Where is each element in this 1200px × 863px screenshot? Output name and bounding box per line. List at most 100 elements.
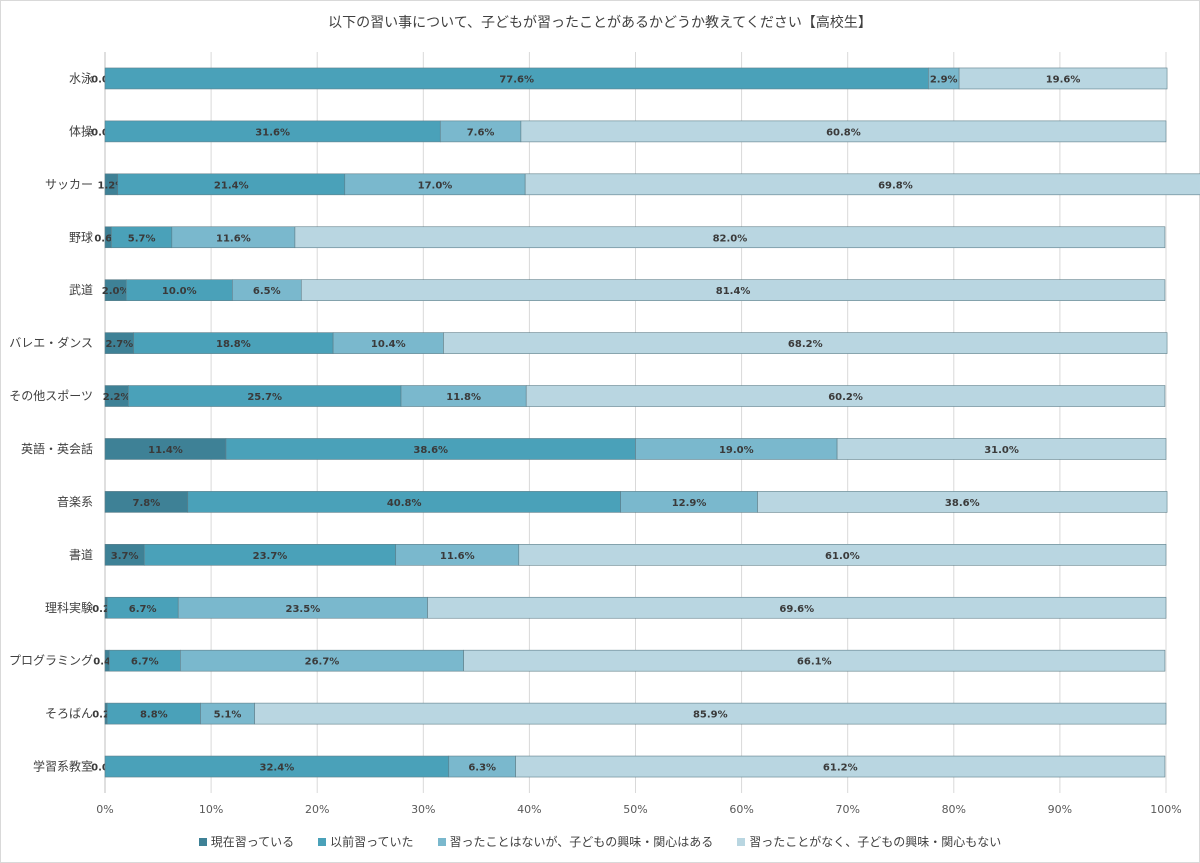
legend-item: 以前習っていた	[318, 833, 414, 850]
category-label: サッカー	[45, 177, 93, 191]
data-label: 6.7%	[131, 657, 159, 668]
legend-label: 以前習っていた	[330, 835, 414, 849]
bar-segment	[463, 649, 1166, 672]
data-label: 5.7%	[128, 233, 156, 244]
x-tick-label: 0%	[96, 803, 113, 816]
x-tick-label: 40%	[517, 803, 541, 816]
data-label: 61.0%	[825, 551, 860, 562]
data-label: 2.9%	[930, 74, 958, 85]
category-label: 体操	[69, 123, 93, 138]
x-tick-label: 70%	[835, 803, 859, 816]
x-tick-label: 30%	[411, 803, 435, 816]
chart-title: 以下の習い事について、子どもが習ったことがあるかどうか教えてください【高校生】	[328, 15, 872, 31]
category-label: 理科実験	[45, 600, 93, 615]
data-label: 60.8%	[826, 127, 861, 138]
data-label: 31.0%	[984, 445, 1019, 456]
category-label: 音楽系	[57, 494, 93, 509]
bar-segment	[836, 438, 1167, 460]
category-label: バレエ・ダンス	[9, 335, 93, 350]
bar-segment	[757, 491, 1168, 513]
data-label: 40.8%	[387, 498, 422, 509]
data-label: 6.3%	[468, 763, 496, 774]
data-label: 61.2%	[823, 763, 858, 774]
data-label: 32.4%	[260, 763, 295, 774]
bar-segment	[300, 279, 1166, 301]
data-label: 77.6%	[499, 74, 534, 85]
category-label: 武道	[69, 283, 93, 297]
data-label: 6.7%	[129, 604, 157, 615]
data-label: 3.7%	[111, 551, 139, 562]
bar-segment	[520, 120, 1167, 143]
chart-legend: 現在習っている 以前習っていた 習ったことはないが、子どもの興味・関心はある 習ったこ…	[0, 833, 1200, 850]
category-label: 書道	[69, 548, 93, 562]
bar-segment	[294, 226, 1166, 249]
data-label: 11.6%	[216, 233, 251, 244]
data-label: 68.2%	[788, 339, 823, 350]
bar-segment	[524, 173, 1200, 196]
category-label: プログラミング	[9, 654, 93, 668]
data-label: 23.5%	[286, 604, 321, 615]
data-label: 1.2%	[97, 180, 125, 191]
data-label: 25.7%	[247, 392, 282, 403]
bar-segment	[518, 544, 1167, 566]
legend-label: 習ったことはないが、子どもの興味・関心はある	[449, 835, 714, 849]
data-label: 26.7%	[305, 657, 340, 668]
data-label: 11.8%	[446, 392, 481, 403]
data-label: 2.2%	[103, 392, 131, 403]
data-label: 85.9%	[693, 710, 728, 721]
data-label: 66.1%	[797, 657, 832, 668]
x-tick-label: 90%	[1048, 803, 1072, 816]
data-label: 60.2%	[828, 392, 863, 403]
x-tick-label: 80%	[942, 803, 966, 816]
data-label: 2.0%	[102, 286, 130, 297]
data-label: 7.8%	[133, 498, 161, 509]
data-label: 82.0%	[713, 233, 748, 244]
data-label: 0.2%	[92, 710, 120, 721]
x-tick-label: 100%	[1150, 803, 1181, 816]
x-tick-label: 20%	[305, 803, 329, 816]
legend-swatch	[437, 838, 446, 846]
data-label: 8.8%	[140, 710, 168, 721]
data-label: 6.5%	[253, 286, 281, 297]
category-label: その他スポーツ	[9, 389, 93, 403]
category-label: 英語・英会話	[21, 441, 93, 456]
bar-segment	[443, 332, 1168, 354]
data-label: 19.6%	[1046, 74, 1081, 85]
bar-segment	[515, 755, 1166, 778]
category-label: そろばん	[45, 707, 93, 721]
bar-segment	[958, 67, 1168, 90]
data-label: 11.6%	[440, 551, 475, 562]
category-label: 野球	[69, 230, 93, 244]
data-label: 7.6%	[467, 127, 495, 138]
data-label: 2.7%	[105, 339, 133, 350]
data-label: 0.6%	[94, 233, 122, 244]
data-label: 21.4%	[214, 180, 249, 191]
legend-label: 現在習っている	[210, 835, 295, 849]
legend-swatch	[318, 838, 327, 846]
data-label: 38.6%	[945, 498, 980, 509]
x-tick-label: 60%	[729, 803, 753, 816]
data-label: 31.6%	[255, 127, 290, 138]
data-label: 81.4%	[716, 286, 751, 297]
data-label: 10.4%	[371, 339, 406, 350]
data-label: 5.1%	[214, 710, 242, 721]
data-label: 38.6%	[413, 445, 448, 456]
bar-segment	[427, 596, 1167, 619]
x-tick-label: 10%	[199, 803, 223, 816]
data-label: 69.8%	[878, 180, 913, 191]
data-label: 19.0%	[719, 445, 754, 456]
x-tick-label: 50%	[623, 803, 647, 816]
data-label: 18.8%	[216, 339, 251, 350]
data-label: 23.7%	[253, 551, 288, 562]
data-label: 69.6%	[779, 604, 814, 615]
data-label: 17.0%	[418, 180, 453, 191]
legend-item: 習ったことがなく、子どもの興味・関心もない	[737, 833, 1001, 850]
legend-item: 現在習っている	[198, 833, 295, 850]
legend-swatch	[198, 838, 207, 846]
data-label: 0.2%	[92, 604, 120, 615]
legend-label: 習ったことがなく、子どもの興味・関心もない	[749, 835, 1002, 849]
legend-item: 習ったことはないが、子どもの興味・関心はある	[437, 833, 714, 850]
category-label: 学習系教室	[33, 759, 93, 774]
legend-swatch	[737, 838, 746, 846]
